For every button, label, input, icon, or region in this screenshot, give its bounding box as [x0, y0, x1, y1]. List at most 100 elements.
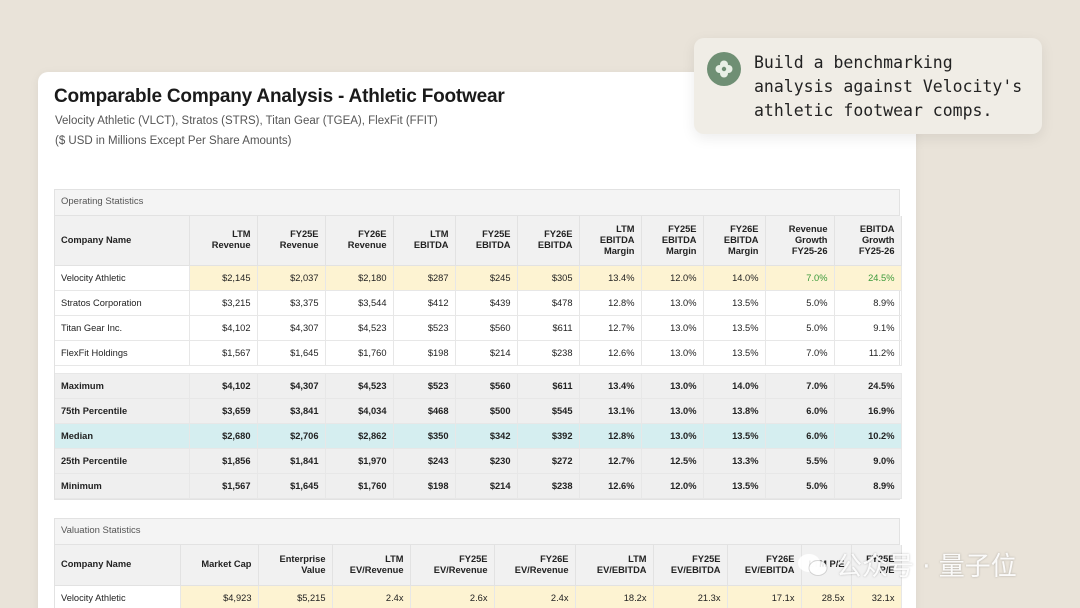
table-cell: $287	[393, 265, 456, 291]
table-cell: $523	[393, 315, 456, 341]
row-label: Titan Gear Inc.	[55, 315, 190, 341]
table-cell: 5.5%	[765, 448, 835, 474]
table-cell: $3,544	[325, 290, 394, 316]
operating-header-col-1: LTM Revenue	[189, 216, 258, 266]
table-cell: 7.0%	[765, 340, 835, 366]
table-cell: $1,645	[257, 473, 326, 499]
analysis-sheet: Comparable Company Analysis - Athletic F…	[38, 72, 916, 608]
table-cell: $245	[455, 265, 518, 291]
table-cell: 7.0%	[765, 265, 835, 291]
table-cell: $305	[517, 265, 580, 291]
table-cell: $342	[455, 423, 518, 449]
operating-header-col-4: LTM EBITDA	[393, 216, 456, 266]
table-cell: 24.5%	[834, 373, 902, 399]
row-label: Maximum	[55, 373, 190, 399]
table-cell: 12.8%	[579, 290, 642, 316]
company-list-subtitle: Velocity Athletic (VLCT), Stratos (STRS)…	[55, 115, 438, 127]
table-cell: $2,706	[257, 423, 326, 449]
table-cell: $1,567	[189, 340, 258, 366]
statistic-row: Median $2,680 $2,706 $2,862 $350 $342 $392 12.8…	[55, 423, 902, 449]
table-cell: 13.0%	[641, 398, 704, 424]
table-cell: $1,567	[189, 473, 258, 499]
operating-header-col-10: Revenue Growth FY25-26	[765, 216, 835, 266]
valuation-section-title: Valuation Statistics	[55, 519, 899, 545]
company-row: FlexFit Holdings $1,567 $1,645 $1,760 $198 $2…	[55, 340, 902, 366]
table-cell: $1,645	[257, 340, 326, 366]
operating-header-col-3: FY26E Revenue	[325, 216, 394, 266]
operating-header-col-11: EBITDA Growth FY25-26	[834, 216, 902, 266]
watermark: 公众号 · 量子位	[796, 546, 1017, 583]
table-cell: 16.9%	[834, 398, 902, 424]
row-label: Minimum	[55, 473, 190, 499]
table-cell: 9.1%	[834, 315, 902, 341]
valuation-header-col-7: FY25E EV/EBITDA	[653, 545, 728, 586]
table-cell: 13.5%	[703, 290, 766, 316]
table-cell: $439	[455, 290, 518, 316]
table-cell: 14.0%	[703, 373, 766, 399]
table-cell: 13.5%	[703, 473, 766, 499]
table-cell: $198	[393, 340, 456, 366]
operating-header-col-5: FY25E EBITDA	[455, 216, 518, 266]
table-cell: 8.9%	[834, 290, 902, 316]
company-row: Stratos Corporation $3,215 $3,375 $3,544 $41…	[55, 290, 902, 316]
units-note: ($ USD in Millions Except Per Share Amou…	[55, 135, 292, 147]
table-cell: $1,841	[257, 448, 326, 474]
table-cell: 28.5x	[801, 585, 852, 608]
valuation-header-col-5: FY26E EV/Revenue	[494, 545, 576, 586]
company-row: Velocity Athletic $2,145 $2,037 $2,180 $287 $…	[55, 265, 902, 291]
table-cell: 13.8%	[703, 398, 766, 424]
table-cell: 12.6%	[579, 473, 642, 499]
table-cell: $4,923	[180, 585, 259, 608]
table-cell: $3,659	[189, 398, 258, 424]
table-cell: $2,180	[325, 265, 394, 291]
clover-icon	[707, 52, 741, 86]
valuation-header-col-3: LTM EV/Revenue	[332, 545, 411, 586]
table-cell: 12.6%	[579, 340, 642, 366]
operating-header-company-name: Company Name	[55, 216, 190, 266]
table-cell: 5.0%	[765, 315, 835, 341]
table-cell: 13.0%	[641, 423, 704, 449]
table-cell: $2,680	[189, 423, 258, 449]
table-cell: $545	[517, 398, 580, 424]
operating-header-row: Company Name LTM Revenue FY25E Revenue FY26…	[55, 216, 902, 266]
table-cell: $2,862	[325, 423, 394, 449]
row-label: 75th Percentile	[55, 398, 190, 424]
operating-header-col-9: FY26E EBITDA Margin	[703, 216, 766, 266]
valuation-header-col-10: FY25E P/E	[851, 545, 902, 586]
company-row: Velocity Athletic $4,923 $5,215 2.4x 2.6x 2.4…	[55, 585, 902, 608]
table-cell: $4,307	[257, 315, 326, 341]
table-cell: $478	[517, 290, 580, 316]
table-cell: 14.0%	[703, 265, 766, 291]
row-spacer	[55, 365, 901, 374]
watermark-text: 公众号 · 量子位	[836, 552, 1017, 582]
table-cell: 13.5%	[703, 315, 766, 341]
table-cell: $5,215	[258, 585, 333, 608]
table-cell: 32.1x	[851, 585, 902, 608]
table-cell: 13.5%	[703, 340, 766, 366]
operating-header-col-6: FY26E EBITDA	[517, 216, 580, 266]
table-cell: 5.0%	[765, 473, 835, 499]
operating-section-title: Operating Statistics	[55, 190, 899, 216]
row-label: Velocity Athletic	[55, 585, 181, 608]
table-cell: 12.7%	[579, 315, 642, 341]
table-cell: 10.2%	[834, 423, 902, 449]
table-cell: 13.0%	[641, 290, 704, 316]
table-cell: $214	[455, 340, 518, 366]
table-cell: 2.4x	[494, 585, 576, 608]
table-cell: 12.8%	[579, 423, 642, 449]
valuation-statistics-table: Company Name Market Cap Enterprise Value LT…	[55, 545, 902, 608]
table-cell: $272	[517, 448, 580, 474]
table-cell: $611	[517, 315, 580, 341]
table-cell: $3,841	[257, 398, 326, 424]
table-cell: $243	[393, 448, 456, 474]
valuation-header-col-8: FY26E EV/EBITDA	[727, 545, 802, 586]
valuation-header-col-6: LTM EV/EBITDA	[575, 545, 654, 586]
operating-statistics-table: Company Name LTM Revenue FY25E Revenue FY26…	[55, 216, 902, 499]
table-cell: $4,102	[189, 315, 258, 341]
table-cell: 12.5%	[641, 448, 704, 474]
table-cell: 11.2%	[834, 340, 902, 366]
table-cell: 8.9%	[834, 473, 902, 499]
table-cell: $3,375	[257, 290, 326, 316]
table-cell: $1,760	[325, 340, 394, 366]
table-cell: 6.0%	[765, 423, 835, 449]
